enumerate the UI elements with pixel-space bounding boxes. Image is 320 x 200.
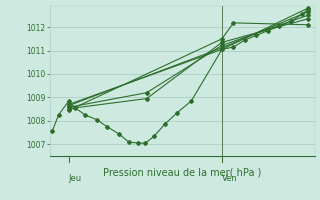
Text: Ven: Ven	[222, 174, 238, 183]
Text: Jeu: Jeu	[69, 174, 82, 183]
X-axis label: Pression niveau de la mer( hPa ): Pression niveau de la mer( hPa )	[103, 167, 261, 177]
